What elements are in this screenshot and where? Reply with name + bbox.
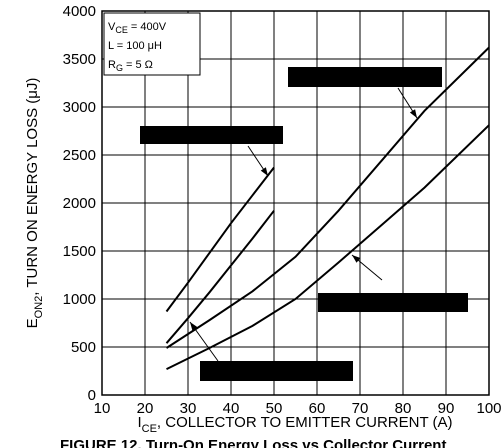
- plot-frame: [101, 10, 490, 396]
- y-tick-label: 2500: [63, 147, 96, 164]
- redacted-label: [140, 126, 283, 144]
- condition-line: L = 100 μH: [108, 40, 162, 52]
- series-line: [165, 210, 275, 344]
- y-tick-label: 1500: [63, 243, 96, 260]
- redacted-label: [200, 361, 353, 381]
- conditions-frame: [103, 12, 201, 76]
- x-axis-label: ICE, COLLECTOR TO EMITTER CURRENT (A): [137, 414, 452, 435]
- arrow-head: [190, 322, 198, 331]
- y-tick-label: 500: [71, 339, 96, 356]
- series-line: [165, 46, 490, 349]
- y-tick-labels: 0 500 1000 1500 2000 2500 3000 3500 4000: [63, 3, 96, 404]
- figure-caption: FIGURE 12. Turn-On Energy Loss vs Collec…: [60, 437, 446, 448]
- condition-line: VCE = 400V: [108, 21, 167, 35]
- y-tick-label: 3500: [63, 51, 96, 68]
- data-series: [165, 46, 490, 370]
- arrow-head: [409, 109, 417, 118]
- x-tick-label: 90: [438, 400, 455, 417]
- redacted-label: [288, 67, 442, 87]
- condition-line: RG = 5 Ω: [108, 59, 153, 73]
- series-line: [165, 166, 275, 313]
- y-axis-label: EON2, TURN ON ENERGY LOSS (μJ): [24, 78, 45, 329]
- test-conditions-box: VCE = 400V L = 100 μH RG = 5 Ω: [103, 12, 201, 76]
- y-tick-label: 3000: [63, 99, 96, 116]
- y-tick-label: 4000: [63, 3, 96, 20]
- arrow-head: [352, 255, 361, 263]
- arrow-head: [260, 167, 268, 176]
- x-tick-label: 20: [137, 400, 154, 417]
- x-tick-label: 60: [309, 400, 326, 417]
- y-tick-label: 2000: [63, 195, 96, 212]
- y-tick-label: 1000: [63, 291, 96, 308]
- x-tick-label: 70: [352, 400, 369, 417]
- x-tick-label: 40: [223, 400, 240, 417]
- x-tick-label: 100: [476, 400, 501, 417]
- series-line: [166, 124, 490, 370]
- callout-arrows: [189, 87, 418, 362]
- x-tick-labels: 10 20 30 40 50 60 70 80 90 100: [94, 400, 502, 417]
- y-tick-label: 0: [88, 387, 96, 404]
- redacted-labels: [140, 67, 468, 381]
- redacted-label: [318, 293, 468, 312]
- x-tick-label: 10: [94, 400, 111, 417]
- x-tick-label: 50: [266, 400, 283, 417]
- x-tick-label: 80: [395, 400, 412, 417]
- x-tick-label: 30: [180, 400, 197, 417]
